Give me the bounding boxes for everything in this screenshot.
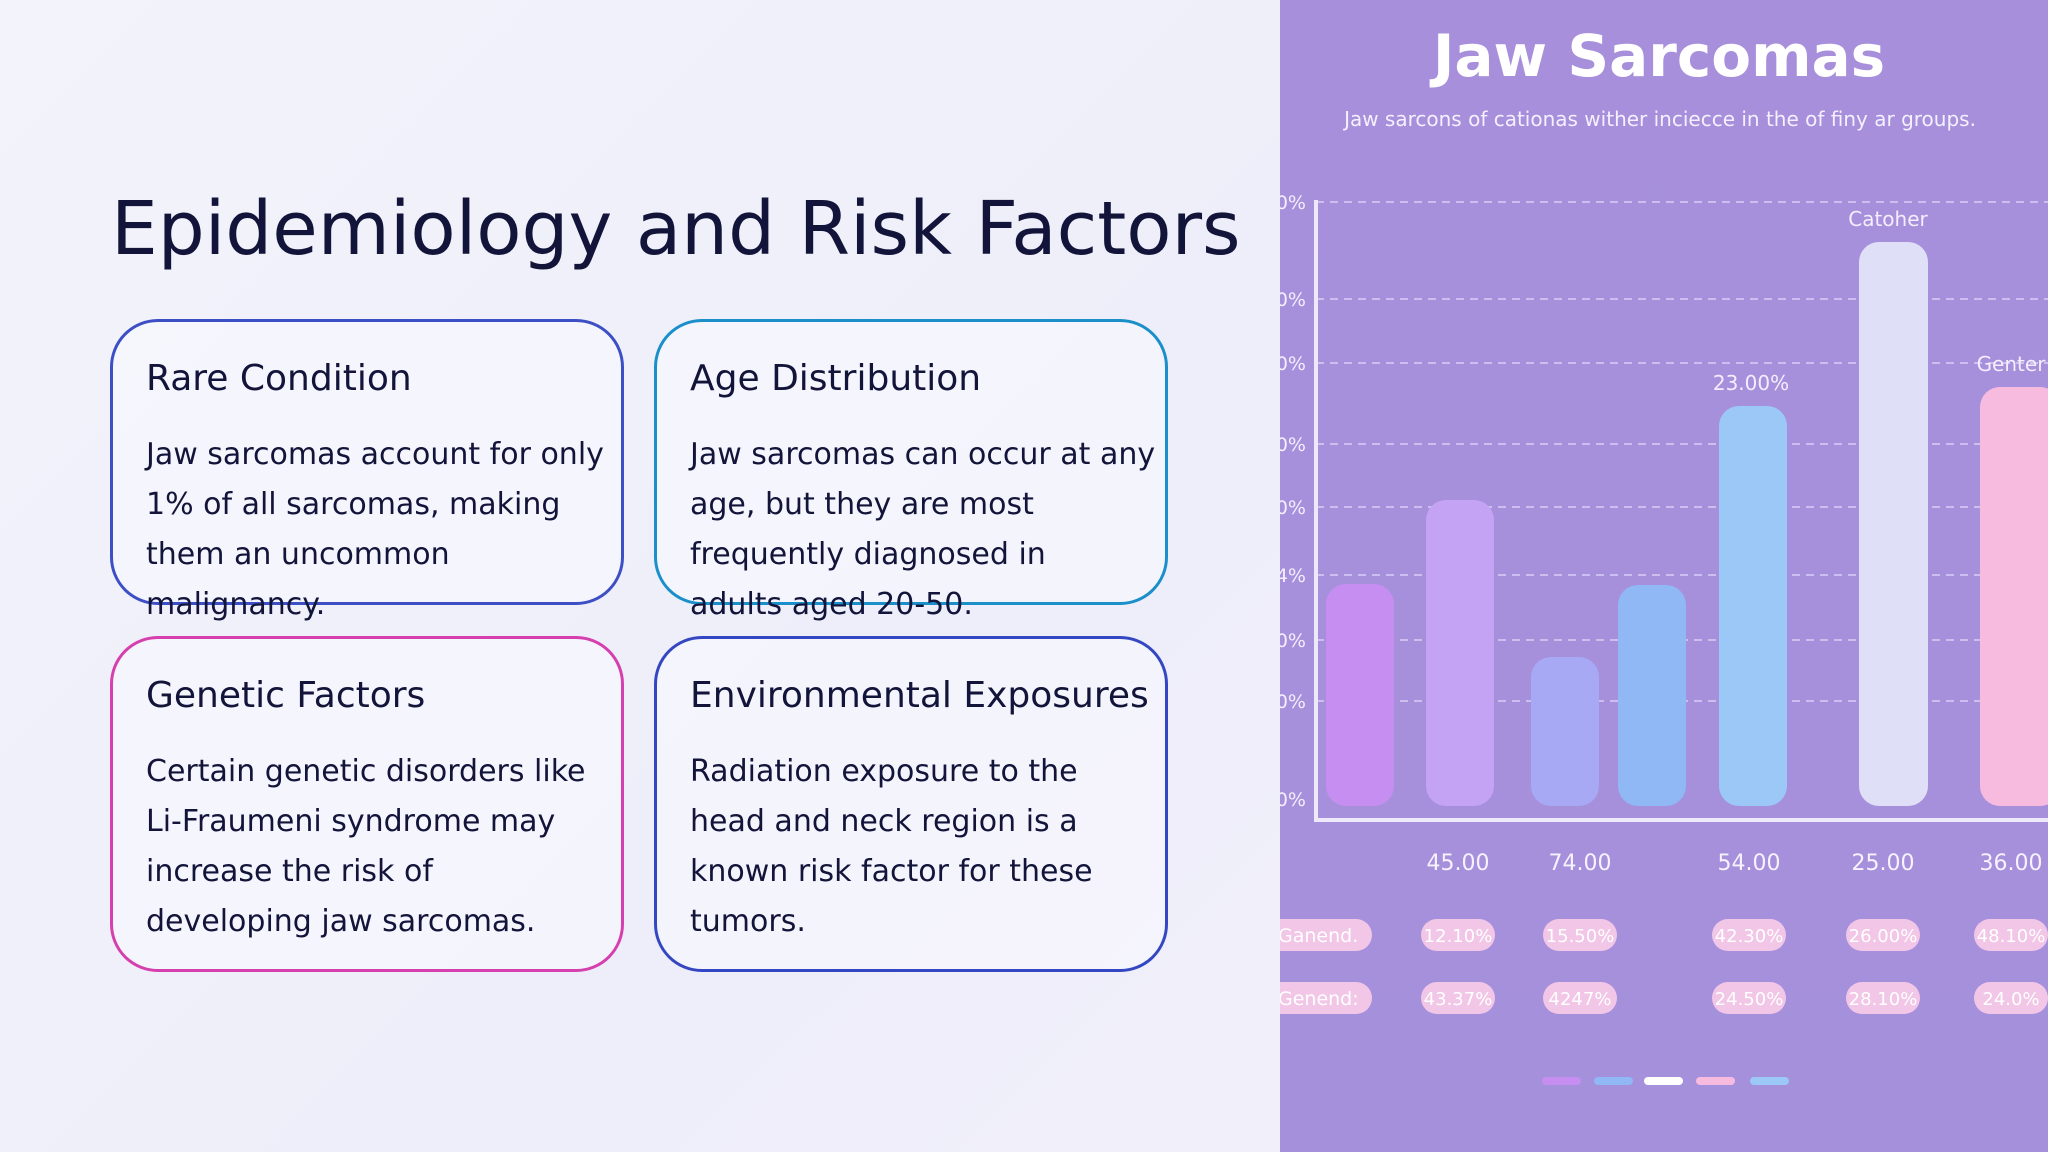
value-pill-text: 48.10% [1977, 926, 2046, 947]
card-title: Genetic Factors [146, 675, 426, 716]
card-line: tumors. [690, 904, 806, 939]
card-title: Age Distribution [690, 358, 982, 399]
card-line: Li-Fraumeni syndrome may [146, 804, 556, 839]
card-line: head and neck region is a [690, 804, 1078, 839]
value-pill-text: 28.10% [1849, 989, 1918, 1010]
slide-title: Epidemiology and Risk Factors [111, 186, 1241, 272]
row-pill [1280, 982, 1372, 1014]
card-line: Radiation exposure to the [690, 754, 1078, 789]
value-pill [1846, 982, 1920, 1014]
value-pill-text: 24.50% [1715, 989, 1784, 1010]
x-label: 45.00 [1427, 851, 1490, 876]
card-body: Jaw sarcomas can occur at any age, but th… [690, 430, 1155, 630]
card-line: malignancy. [146, 587, 326, 622]
value-pill-text: 24.0% [1982, 989, 2039, 1010]
card-line: age, but they are most [690, 487, 1034, 522]
card-line: them an uncommon [146, 537, 450, 572]
card-line: developing jaw sarcomas. [146, 904, 536, 939]
card: Age Distribution Jaw sarcomas can occur a… [654, 319, 1168, 622]
row-pill [1280, 919, 1372, 951]
value-pill-text: 12.10% [1424, 926, 1493, 947]
chart-image: Jaw Sarcomas Jaw sarcons of cationas wit… [1280, 0, 2048, 1152]
card-line: frequently diagnosed in [690, 537, 1046, 572]
card: Environmental Exposures Radiation exposur… [654, 636, 1168, 972]
card: Rare Condition Jaw sarcomas account for o… [110, 319, 624, 622]
card-line: 1% of all sarcomas, making [146, 487, 561, 522]
axis-label: 0% [1280, 497, 1306, 519]
value-pill [1712, 982, 1786, 1014]
card-line: Jaw sarcomas can occur at any [690, 437, 1156, 472]
panel-background [1280, 0, 2048, 1152]
card-title: Rare Condition [146, 358, 412, 399]
axis-label: 0% [1280, 192, 1306, 214]
value-pill [1846, 919, 1920, 951]
card-line: known risk factor for these [690, 854, 1093, 889]
value-pill [1974, 982, 2048, 1014]
card-line: adults aged 20-50. [690, 587, 973, 622]
card-body: Jaw sarcomas account for only 1% of all s… [146, 430, 604, 630]
card: Genetic Factors Certain genetic disorders… [110, 636, 624, 972]
axis-label: 4% [1280, 565, 1306, 587]
value-pill-text: 26.00% [1849, 926, 1918, 947]
card-line: Jaw sarcomas account for only [146, 437, 604, 472]
x-label: 25.00 [1852, 851, 1915, 876]
value-pill-text: 43.37% [1424, 989, 1493, 1010]
legend-dots [1542, 1077, 1789, 1085]
value-pill [1543, 982, 1617, 1014]
value-pill-text: 15.50% [1546, 926, 1615, 947]
card-body: Radiation exposure to the head and neck r… [690, 747, 1093, 947]
card-line: Certain genetic disorders like [146, 754, 586, 789]
axis-label: 0% [1280, 691, 1306, 713]
image-subtitle: Jaw sarcons of cationas wither inciecce … [1342, 107, 1976, 131]
card-body: Certain genetic disorders like Li-Fraumen… [146, 747, 585, 947]
image-title: Jaw Sarcomas [1429, 22, 1885, 90]
value-pill [1974, 919, 2048, 951]
row-label: Genend: [1280, 988, 1359, 1010]
axis-label: 0% [1280, 289, 1306, 311]
axis-label: 0% [1280, 434, 1306, 456]
value-pill-text: 4247% [1549, 989, 1612, 1010]
axis-label: 0% [1280, 630, 1306, 652]
x-label: 74.00 [1549, 851, 1612, 876]
bar-label: Catoher [1848, 207, 1928, 231]
x-label: 36.00 [1980, 851, 2043, 876]
x-label: 54.00 [1718, 851, 1781, 876]
axis-label: 0% [1280, 353, 1306, 375]
value-pill [1421, 982, 1495, 1014]
card-title: Environmental Exposures [690, 675, 1149, 716]
value-pill [1712, 919, 1786, 951]
value-pill-text: 42.30% [1715, 926, 1784, 947]
card-line: increase the risk of [146, 854, 433, 889]
bar-label: Genter [1977, 352, 2047, 376]
value-pill [1543, 919, 1617, 951]
axis-label: 0% [1280, 789, 1306, 811]
bar-label: 23.00% [1713, 371, 1789, 395]
row-label: Ganend. [1280, 925, 1358, 947]
axes [1314, 200, 2048, 822]
value-pill [1421, 919, 1495, 951]
bars [1326, 242, 2048, 806]
